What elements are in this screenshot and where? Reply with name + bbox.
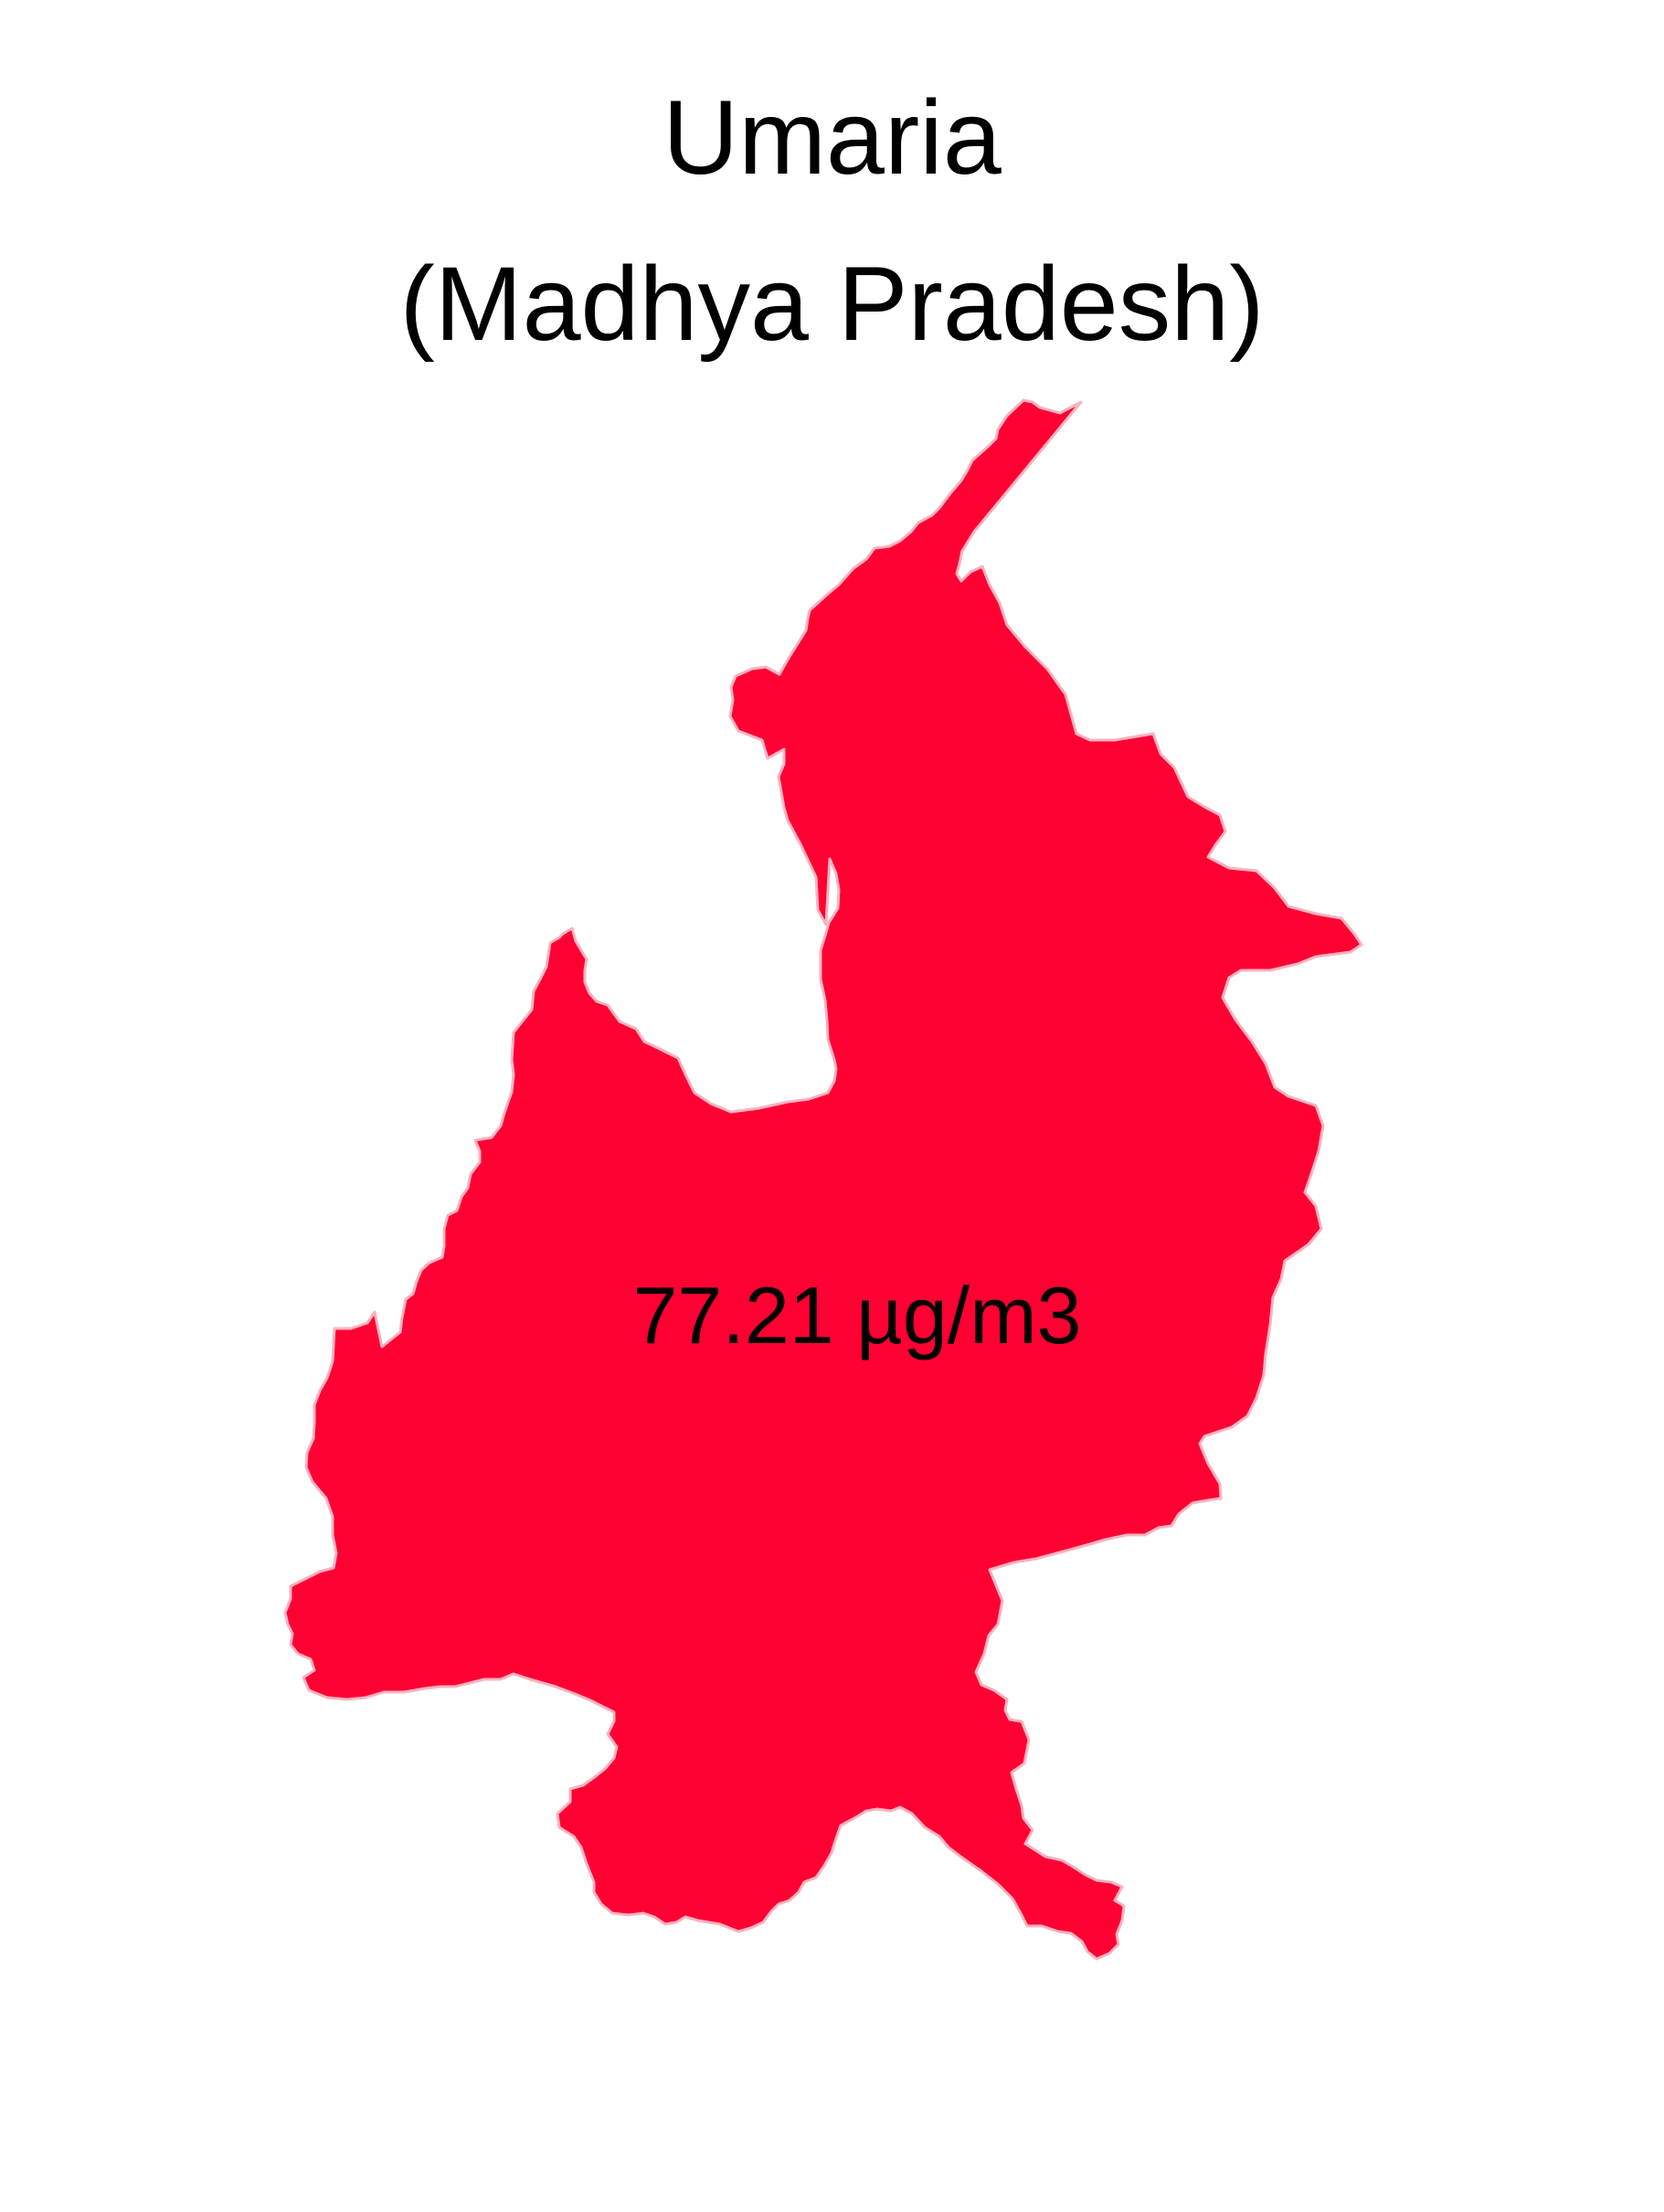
map-title: Umaria (Madhya Pradesh) — [0, 55, 1664, 387]
district-shape — [283, 398, 1363, 1961]
state-name: (Madhya Pradesh) — [399, 246, 1265, 363]
pollution-value-label: 77.21 µg/m3 — [632, 1270, 1081, 1360]
district-name: Umaria — [662, 79, 1002, 196]
